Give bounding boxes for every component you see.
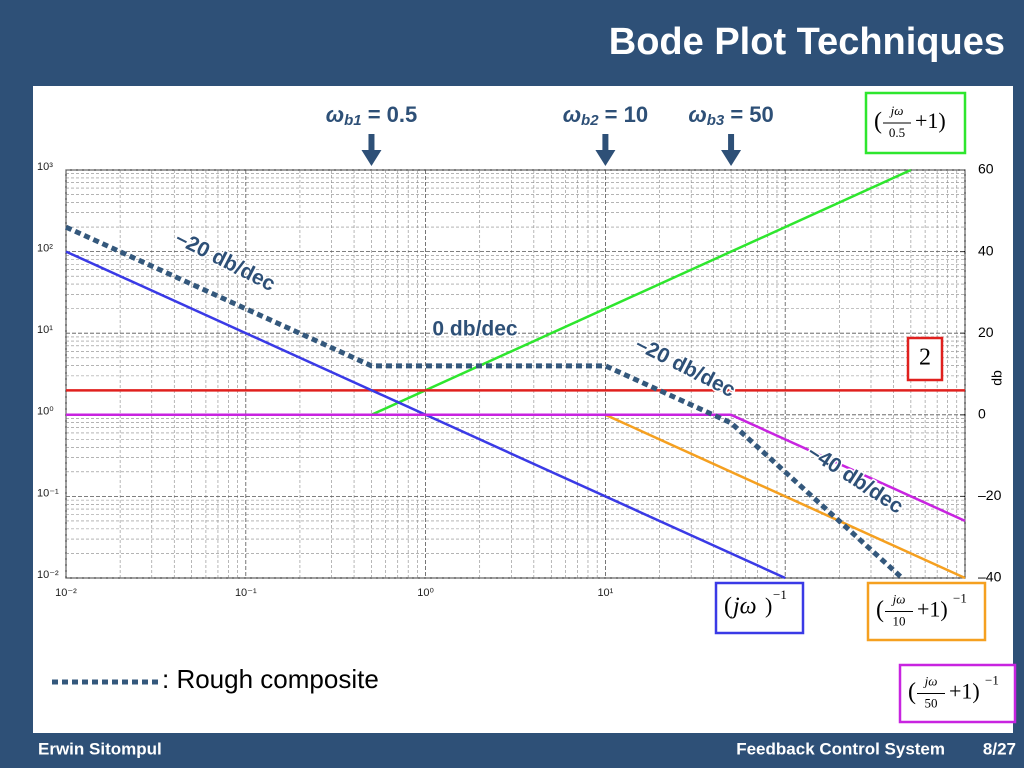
formula-part: ( bbox=[874, 109, 882, 135]
break-subscript: b2 bbox=[581, 112, 599, 129]
footer-course: Feedback Control System bbox=[736, 739, 945, 758]
legend-label: : Rough composite bbox=[162, 664, 379, 694]
formula-part: +1) bbox=[915, 108, 946, 133]
y2-tick-label: 10⁰ bbox=[37, 406, 54, 418]
formula-part: ( bbox=[876, 597, 884, 623]
slide-title: Bode Plot Techniques bbox=[609, 21, 1005, 63]
break-symbol: ω bbox=[688, 102, 706, 127]
formula-denominator: 50 bbox=[925, 695, 938, 710]
asymptote-line bbox=[604, 413, 966, 580]
y-tick-label: 40 bbox=[978, 242, 994, 258]
formula-part: jω bbox=[730, 594, 757, 620]
break-label: ωb3 = 50 bbox=[688, 102, 773, 129]
break-symbol: ω bbox=[326, 102, 344, 127]
y2-tick-label: 10² bbox=[37, 243, 53, 255]
formula-box bbox=[714, 581, 805, 635]
break-value: = 0.5 bbox=[362, 102, 418, 127]
formula-numerator: jω bbox=[889, 103, 904, 118]
formula-part: ( bbox=[724, 594, 732, 620]
y-axis-label: db bbox=[989, 370, 1005, 386]
formula-part: ( bbox=[908, 679, 916, 705]
x-tick-label: 10⁻¹ bbox=[235, 587, 257, 599]
formula-exponent: −1 bbox=[953, 590, 967, 605]
formula-denominator: 0.5 bbox=[889, 125, 905, 140]
y-tick-label: 60 bbox=[978, 161, 994, 177]
break-label: ωb1 = 0.5 bbox=[326, 102, 418, 129]
formula-numerator: jω bbox=[891, 591, 906, 606]
formula-box bbox=[864, 91, 967, 155]
formula-numerator: jω bbox=[923, 673, 938, 688]
formula-denominator: 10 bbox=[893, 613, 906, 628]
break-arrow-head bbox=[595, 150, 616, 166]
formula-exponent: −1 bbox=[773, 587, 787, 602]
break-subscript: b3 bbox=[707, 112, 725, 129]
formula-exponent: −1 bbox=[985, 672, 999, 687]
composite-line bbox=[64, 224, 904, 580]
break-subscript: b1 bbox=[344, 112, 362, 129]
x-tick-label: 10⁻² bbox=[55, 587, 77, 599]
break-arrow-head bbox=[721, 150, 742, 166]
break-label: ωb2 = 10 bbox=[563, 102, 648, 129]
break-symbol: ω bbox=[563, 102, 581, 127]
break-value: = 50 bbox=[724, 102, 774, 127]
break-value: = 10 bbox=[599, 102, 649, 127]
formula-part: +1) bbox=[917, 597, 948, 622]
formula-part: ) bbox=[765, 593, 772, 618]
asymptote-line bbox=[66, 413, 966, 523]
footer-page: 8/27 bbox=[983, 739, 1016, 758]
footer-author: Erwin Sitompul bbox=[38, 739, 162, 758]
break-arrow-head bbox=[361, 150, 382, 166]
y-tick-label: –40 bbox=[978, 569, 1002, 585]
y-tick-label: 20 bbox=[978, 324, 994, 340]
formula-part: +1) bbox=[949, 679, 980, 704]
formula-part: 2 bbox=[919, 345, 931, 371]
y2-tick-label: 10³ bbox=[37, 161, 53, 173]
y-tick-label: 0 bbox=[978, 406, 986, 422]
y2-tick-label: 10⁻¹ bbox=[37, 487, 59, 499]
x-tick-label: 10¹ bbox=[597, 587, 613, 599]
x-tick-label: 10⁰ bbox=[417, 587, 434, 599]
y2-tick-label: 10⁻² bbox=[37, 569, 59, 581]
y2-tick-label: 10¹ bbox=[37, 324, 53, 336]
formula-box bbox=[906, 336, 944, 382]
slope-label: 0 db/dec bbox=[432, 318, 518, 341]
y-tick-label: –20 bbox=[978, 487, 1002, 503]
